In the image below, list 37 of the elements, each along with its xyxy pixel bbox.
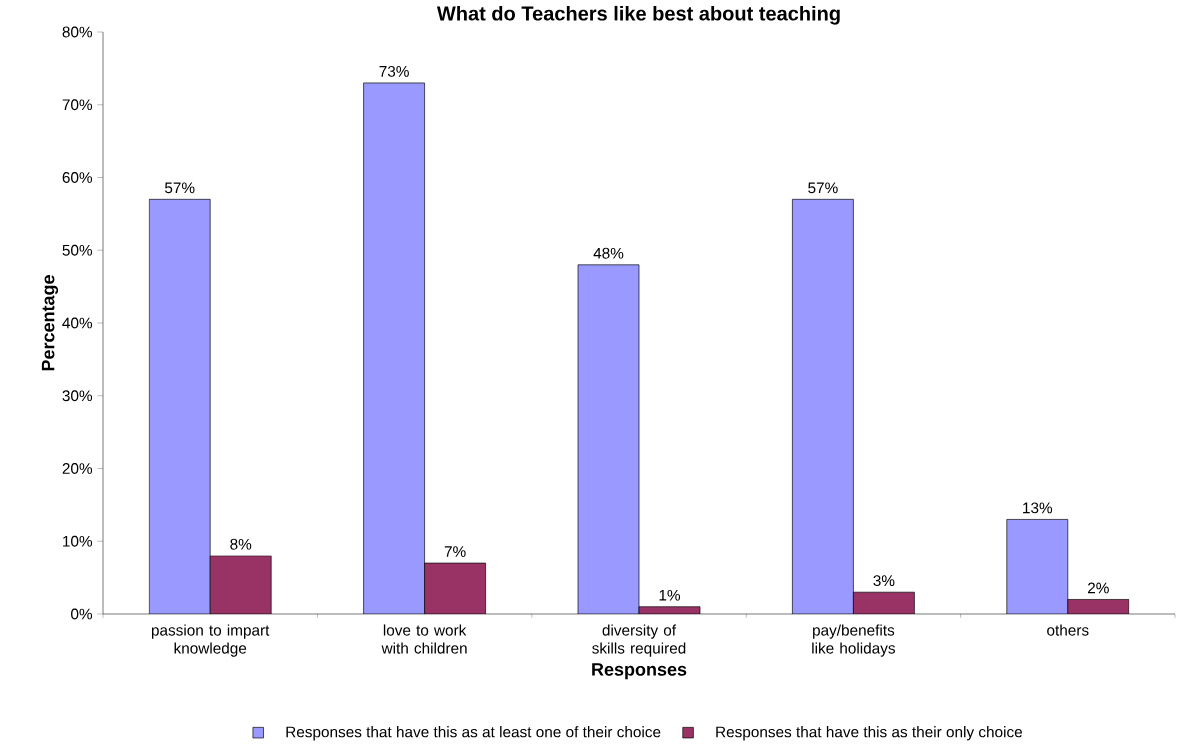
- x-tick-label: love to work with children: [381, 624, 467, 654]
- x-tick-label: others: [1047, 624, 1089, 636]
- data-label: 57%: [808, 182, 838, 194]
- bar: [578, 264, 639, 614]
- y-tick-label: 80%: [62, 26, 93, 38]
- x-axis-title: Responses: [592, 663, 687, 680]
- y-tick-label: 10%: [63, 535, 93, 547]
- y-tick-label: 60%: [62, 172, 93, 183]
- y-tick-label: 70%: [62, 99, 93, 111]
- bar: [149, 199, 211, 614]
- y-tick-label: 50%: [62, 244, 93, 256]
- bar: [210, 555, 272, 614]
- y-tick-label: 30%: [62, 390, 93, 402]
- bar: [853, 592, 915, 614]
- data-label: 2%: [1087, 582, 1109, 594]
- bar: [424, 563, 486, 614]
- y-axis-title: Percentage: [41, 275, 59, 371]
- x-tick-label: passion to impart knowledge: [151, 624, 270, 657]
- data-label: 7%: [444, 546, 466, 557]
- y-tick-label: 40%: [62, 317, 93, 329]
- legend-label: Responses that have this as at least one of their choice: [286, 726, 661, 741]
- chart-title: What do Teachers like best about teaching: [436, 5, 840, 25]
- y-tick-label: 0%: [71, 608, 93, 620]
- data-label: 13%: [1023, 502, 1053, 514]
- data-label: 3%: [873, 575, 895, 587]
- data-label: 8%: [230, 538, 252, 550]
- bar: [1006, 519, 1069, 614]
- bar: [363, 82, 425, 614]
- x-tick-label: diversity of skills required: [592, 624, 686, 657]
- y-tick-label: 20%: [62, 463, 93, 474]
- data-label: 1%: [659, 589, 681, 601]
- data-label: 73%: [379, 65, 409, 77]
- bar: [792, 199, 854, 614]
- x-tick-label: pay/benefits like holidays: [812, 624, 896, 657]
- data-label: 48%: [593, 247, 624, 259]
- legend-label: Responses that have this as their only choice: [716, 726, 1022, 741]
- data-label: 57%: [164, 182, 195, 194]
